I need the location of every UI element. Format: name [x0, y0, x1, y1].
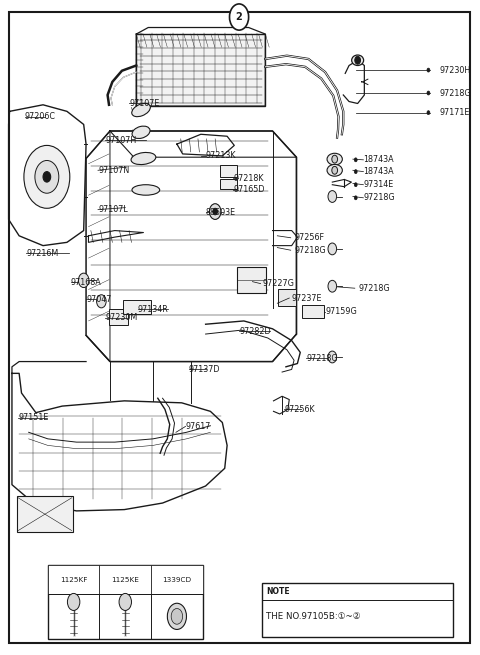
Bar — [48, 565, 99, 594]
Text: 97107L: 97107L — [98, 205, 128, 214]
Circle shape — [354, 170, 357, 174]
Circle shape — [427, 111, 430, 115]
Bar — [136, 34, 265, 106]
Text: 97256F: 97256F — [295, 233, 324, 242]
Ellipse shape — [131, 153, 156, 164]
Text: 97218G: 97218G — [363, 193, 395, 202]
Circle shape — [96, 295, 106, 308]
Circle shape — [171, 608, 183, 624]
Circle shape — [119, 593, 132, 610]
Text: 97107E: 97107E — [129, 99, 159, 108]
Circle shape — [332, 155, 337, 163]
Circle shape — [427, 68, 430, 72]
Text: 97047: 97047 — [86, 295, 111, 304]
Bar — [278, 289, 297, 306]
Text: 97282D: 97282D — [239, 327, 271, 336]
Bar — [302, 305, 324, 318]
Text: 97107N: 97107N — [98, 166, 129, 175]
Bar — [151, 565, 203, 594]
Text: 97134R: 97134R — [138, 305, 168, 314]
Bar — [237, 267, 266, 293]
Bar — [48, 565, 203, 639]
Text: 97314E: 97314E — [363, 180, 394, 189]
Text: 97230M: 97230M — [105, 313, 137, 322]
Circle shape — [355, 56, 360, 64]
Text: 97107H: 97107H — [105, 136, 136, 145]
Circle shape — [354, 196, 357, 200]
Text: 1339CD: 1339CD — [162, 576, 192, 583]
Bar — [123, 300, 151, 314]
Text: 97227G: 97227G — [262, 279, 294, 288]
Text: 97617: 97617 — [185, 422, 211, 431]
Text: 97159G: 97159G — [325, 307, 357, 316]
Bar — [220, 165, 237, 177]
Circle shape — [328, 351, 336, 363]
Text: 97213K: 97213K — [205, 151, 236, 160]
Text: 97137D: 97137D — [189, 365, 220, 374]
Text: 97165D: 97165D — [233, 185, 265, 195]
Circle shape — [24, 145, 70, 208]
Circle shape — [328, 243, 336, 255]
Circle shape — [67, 593, 80, 610]
Circle shape — [328, 191, 336, 202]
Text: 97218G: 97218G — [306, 354, 337, 363]
Circle shape — [354, 183, 357, 187]
Ellipse shape — [132, 126, 150, 138]
Circle shape — [168, 603, 186, 629]
Ellipse shape — [327, 153, 342, 165]
Text: 97218K: 97218K — [233, 174, 264, 183]
Circle shape — [354, 158, 357, 162]
Text: NOTE: NOTE — [266, 587, 289, 596]
Text: 18743A: 18743A — [363, 155, 394, 164]
Text: 97206C: 97206C — [25, 112, 56, 121]
Circle shape — [35, 160, 59, 193]
Text: 2: 2 — [236, 12, 242, 22]
Text: 1125KE: 1125KE — [111, 576, 139, 583]
Text: 97237E: 97237E — [292, 293, 322, 303]
Text: 18743A: 18743A — [363, 167, 394, 176]
Text: 97168A: 97168A — [71, 278, 101, 287]
Ellipse shape — [327, 164, 342, 176]
Ellipse shape — [132, 185, 160, 195]
Text: 97218G: 97218G — [295, 246, 326, 255]
Text: 97230H: 97230H — [440, 66, 471, 75]
Text: THE NO.97105B:①~②: THE NO.97105B:①~② — [266, 612, 360, 621]
Bar — [262, 583, 453, 637]
Ellipse shape — [352, 55, 364, 66]
Text: 97256K: 97256K — [284, 405, 314, 414]
Circle shape — [209, 204, 221, 219]
Bar — [99, 565, 151, 594]
Circle shape — [43, 172, 51, 182]
Text: 97151E: 97151E — [18, 413, 48, 422]
Circle shape — [78, 273, 89, 288]
Bar — [220, 179, 237, 189]
Text: 97171E: 97171E — [440, 108, 470, 117]
Ellipse shape — [132, 103, 150, 117]
Circle shape — [213, 208, 217, 215]
Text: 97216M: 97216M — [26, 249, 59, 258]
Circle shape — [328, 280, 336, 292]
Text: 1125KF: 1125KF — [60, 576, 87, 583]
Text: 97218G: 97218G — [440, 88, 471, 98]
Bar — [17, 496, 73, 532]
Text: 88503E: 88503E — [205, 208, 236, 217]
Circle shape — [427, 91, 430, 95]
Circle shape — [229, 4, 249, 30]
Text: 97218G: 97218G — [359, 284, 390, 293]
Circle shape — [332, 166, 337, 174]
Bar — [109, 309, 128, 325]
